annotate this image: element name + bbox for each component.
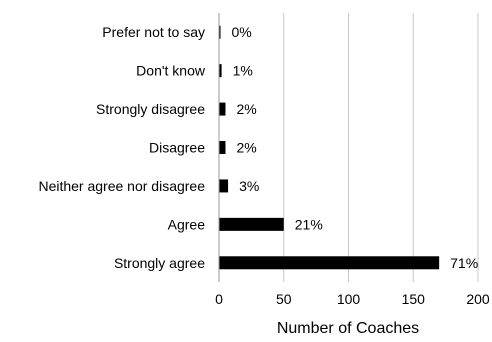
data-label-prefer-not-to-say: 0% <box>232 24 252 40</box>
category-label-strongly-disagree: Strongly disagree <box>96 101 205 117</box>
axis-layer: 0 50 100 150 200 <box>215 13 490 307</box>
data-label-strongly-agree: 71% <box>450 255 478 271</box>
x-axis-title: Number of Coaches <box>277 320 419 337</box>
x-tick-label-150: 150 <box>402 291 426 307</box>
data-label-neither-agree-nor-disagree: 3% <box>239 178 259 194</box>
category-label-strongly-agree: Strongly agree <box>114 255 205 271</box>
data-label-don-t-know: 1% <box>233 63 253 79</box>
bar-layer <box>219 25 440 270</box>
x-tick-label-200: 200 <box>466 291 490 307</box>
category-label-don-t-know: Don't know <box>136 63 206 79</box>
category-label-prefer-not-to-say: Prefer not to say <box>102 24 205 40</box>
bar-strongly-disagree <box>219 102 226 116</box>
bar-disagree <box>219 141 226 154</box>
category-label-agree: Agree <box>168 216 206 232</box>
grid-layer <box>283 13 479 282</box>
bar-agree <box>219 217 284 231</box>
x-tick-label-0: 0 <box>215 291 223 307</box>
data-label-disagree: 2% <box>236 140 256 156</box>
x-tick-label-50: 50 <box>276 291 292 307</box>
label-layer: Prefer not to say 0% Don't know 1% Strongly … <box>38 24 478 271</box>
bar-strongly-agree <box>219 256 440 270</box>
category-label-disagree: Disagree <box>149 140 205 156</box>
bar-don-t-know <box>219 64 222 78</box>
bar-prefer-not-to-say <box>219 25 221 39</box>
data-label-strongly-disagree: 2% <box>236 101 256 117</box>
category-label-neither-agree-nor-disagree: Neither agree nor disagree <box>38 178 205 194</box>
x-tick-label-100: 100 <box>337 291 361 307</box>
data-label-agree: 21% <box>295 216 323 232</box>
bar-neither-agree-nor-disagree <box>219 179 229 193</box>
